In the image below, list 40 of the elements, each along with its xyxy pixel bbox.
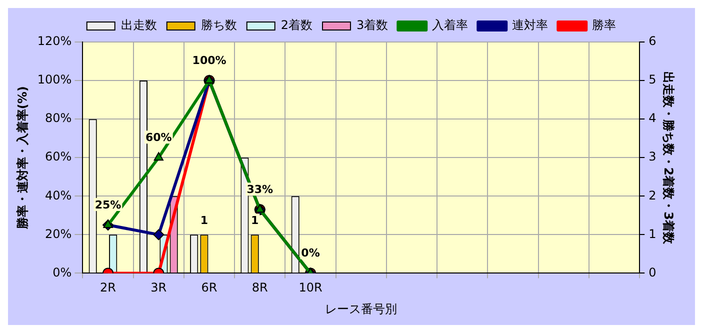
y2-tick-label: 6 [648,34,656,48]
legend-label: 勝率 [592,18,616,32]
y2-tick-label: 1 [648,226,656,241]
data-label: 100% [192,54,226,67]
data-label: 25% [94,198,122,212]
legend-label: 3着数 [356,18,388,32]
x-tick-label: 2R [100,280,116,295]
legend-label: 出走数 [120,18,157,32]
x-tick-label: 10R [298,280,322,295]
y-tick-label: 20% [45,226,72,241]
y-axis-title: 勝率・連対率・入着率(%) [15,86,30,230]
y-tick-label: 0% [52,265,72,280]
point [204,75,214,84]
y2-tick-label: 4 [648,111,656,126]
y2-tick-label: 0 [648,265,656,280]
y2-tick-label: 5 [648,72,656,87]
y-tick-label: 100% [37,72,72,87]
x-axis-title: レース番号別 [325,302,398,316]
x-tick-label: 6R [201,280,218,295]
data-label: 1 [251,214,259,228]
y-tick-label: 60% [45,150,72,164]
legend-label: 入着率 [432,18,468,32]
data-label: 1 [200,214,208,228]
y2-axis-title: 出走数・勝ち数・2着数・3着数 [662,71,676,245]
y2-tick-label: 2 [648,188,656,202]
y2-tick-label: 3 [648,150,656,164]
point [154,152,164,161]
x-tick-label: 3R [150,280,167,295]
point [103,220,113,228]
legend-label: 連対率 [512,18,548,32]
data-label: 60% [145,130,172,144]
y-tick-label: 120% [37,34,72,48]
y-tick-label: 80% [45,111,72,126]
legend-label: 勝ち数 [200,18,237,32]
legend-label: 2着数 [280,18,313,32]
y-tick-label: 40% [45,188,72,202]
point [255,204,265,213]
x-tick-label: 8R [252,280,268,295]
data-label: 0% [301,246,320,260]
data-label: 33% [246,182,274,196]
